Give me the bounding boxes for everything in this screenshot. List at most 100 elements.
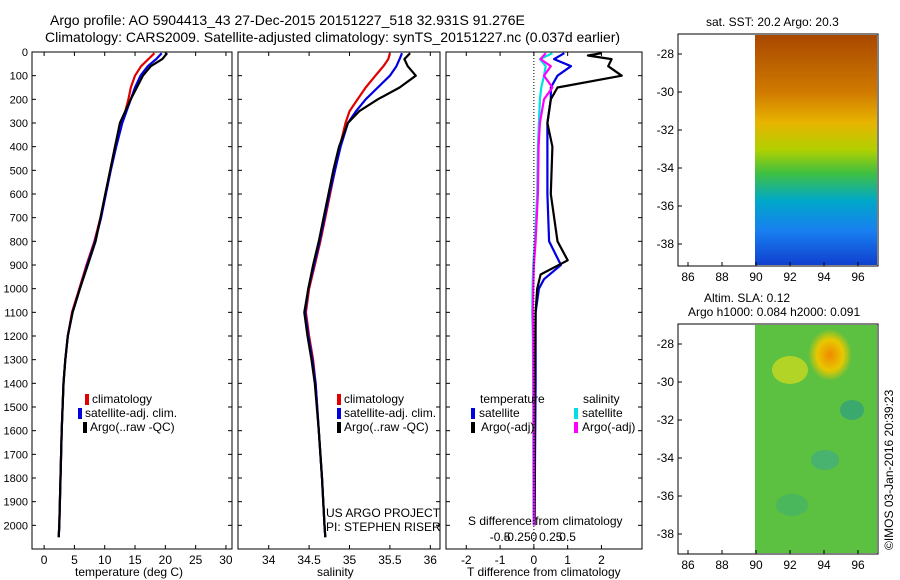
figure-title-line2: Climatology: CARS2009. Satellite-adjuste… — [45, 29, 621, 45]
lat-tick-label: -38 — [657, 237, 675, 251]
legend-swatch-temperature-satellite — [471, 408, 475, 419]
depth-tick-label: 800 — [10, 236, 28, 248]
lon-tick-label: 86 — [681, 558, 695, 572]
lon-tick-label: 86 — [681, 270, 695, 284]
x-tick-label: 36 — [424, 553, 438, 567]
x-tick-label: 10 — [98, 553, 112, 567]
legend-label-climatology: climatology — [92, 392, 152, 406]
legend-title-salinity: salinity — [583, 392, 620, 406]
depth-tick-label: 1100 — [4, 307, 28, 319]
salinity-plot: 34 34.5 35 35.5 36 — [262, 52, 437, 567]
x-tick-label: 0 — [41, 553, 48, 567]
depth-tick-label: 700 — [10, 213, 28, 225]
depth-tick-label: 2000 — [4, 520, 28, 532]
temperature-legend: climatology satellite-adj. clim. Argo(..… — [78, 392, 177, 434]
legend-title-temperature: temperature — [480, 392, 545, 406]
legend-swatch-climatology — [337, 394, 341, 405]
sst-map-field — [755, 35, 877, 265]
x-tick-label: 35 — [343, 553, 357, 567]
lon-tick-label: 92 — [783, 558, 797, 572]
lat-tick-label: -36 — [657, 489, 675, 503]
lat-tick-label: -28 — [657, 47, 675, 61]
difference-panel-frame — [445, 51, 643, 550]
temperature-panel-frame — [31, 51, 233, 550]
s-tick-label: -0.5 — [490, 530, 511, 544]
depth-tick-label: 900 — [10, 260, 28, 272]
x-tick-label: 34 — [262, 553, 276, 567]
sst-map-title: sat. SST: 20.2 Argo: 20.3 — [706, 15, 839, 29]
legend-label-temperature-satellite: satellite — [479, 406, 520, 420]
series-line-climatology — [57, 52, 156, 538]
s-tick-label: 0 — [531, 530, 538, 544]
depth-tick-label: 200 — [10, 94, 28, 106]
depth-tick-label: 1300 — [4, 355, 28, 367]
lon-tick-label: 96 — [851, 558, 865, 572]
sla-map-axes: 86 88 90 92 94 96 -28 -30 -32 -34 -36 -38 — [657, 337, 865, 572]
sla-low-anomaly — [840, 400, 864, 420]
temperature-xlabel: temperature (deg C) — [75, 565, 183, 579]
legend-swatch-satellite — [78, 408, 82, 419]
depth-tick-label: 1200 — [4, 331, 28, 343]
legend-swatch-salinity-argo — [574, 422, 578, 433]
legend-label-satellite: satellite-adj. clim. — [344, 406, 436, 420]
depth-tick-label: 400 — [10, 142, 28, 154]
depth-tick-label: 0 — [22, 47, 28, 59]
legend-label-argo: Argo(..raw -QC) — [344, 420, 429, 434]
legend-swatch-satellite — [337, 408, 341, 419]
lat-tick-label: -38 — [657, 527, 675, 541]
series-line-salinity-argo-adj- — [531, 52, 554, 526]
lon-tick-label: 88 — [715, 558, 729, 572]
lat-tick-label: -36 — [657, 199, 675, 213]
difference-legend: temperature salinity satellite Argo(-adj… — [468, 392, 635, 528]
depth-tick-label: 1900 — [4, 497, 28, 509]
sla-mid-anomaly — [772, 356, 808, 384]
legend-label-salinity-argo: Argo(-adj) — [582, 420, 635, 434]
lat-tick-label: -28 — [657, 337, 675, 351]
salinity-panel-frame — [237, 51, 441, 550]
s-tick-label: 0.25 — [539, 530, 563, 544]
lat-tick-label: -32 — [657, 123, 675, 137]
x-tick-label: -1 — [495, 553, 506, 567]
salinity-xlabel: salinity — [317, 565, 354, 579]
lat-tick-label: -34 — [657, 451, 675, 465]
lat-tick-label: -30 — [657, 375, 675, 389]
lon-tick-label: 94 — [817, 558, 831, 572]
series-line-argo-raw-qc- — [57, 52, 169, 538]
temperature-plot: 0 5 10 15 20 25 30 — [41, 52, 233, 567]
legend-swatch-climatology — [85, 394, 89, 405]
series-line-satellite-adj-clim- — [57, 52, 163, 538]
legend-label-climatology: climatology — [344, 392, 404, 406]
x-tick-label: 2 — [598, 553, 605, 567]
x-tick-label: -2 — [461, 553, 472, 567]
s-difference-label: S difference from climatology — [468, 514, 623, 528]
sst-map-axes: 86 88 90 92 94 96 -28 -30 -32 -34 -36 -38 — [657, 47, 865, 284]
s-tick-label: -0.25 — [503, 530, 531, 544]
sla-map-title-line2: Argo h1000: 0.084 h2000: 0.091 — [688, 305, 860, 319]
x-tick-label: 15 — [128, 553, 142, 567]
imos-credit: ©IMOS 03-Jan-2016 20:39:23 — [882, 389, 896, 550]
x-tick-label: 0 — [531, 553, 538, 567]
difference-plot: -2 -1 0 1 2 -0.5-0.25 0 0.250.5 — [461, 52, 623, 567]
depth-tick-label: 300 — [10, 118, 28, 130]
figure-title-line1: Argo profile: AO 5904413_43 27-Dec-2015 … — [50, 12, 525, 28]
x-tick-label: 1 — [564, 553, 571, 567]
series-line-temperature-argo-adj- — [533, 52, 623, 526]
x-tick-label: 20 — [159, 553, 173, 567]
salinity-legend: climatology satellite-adj. clim. Argo(..… — [326, 392, 441, 534]
legend-label-temperature-argo: Argo(-adj) — [481, 420, 534, 434]
depth-tick-label: 1800 — [4, 473, 28, 485]
legend-swatch-temperature-argo — [471, 422, 475, 433]
depth-tick-label: 1600 — [4, 426, 28, 438]
project-annotation: US ARGO PROJECT — [326, 506, 441, 520]
lon-tick-label: 88 — [715, 270, 729, 284]
lon-tick-label: 96 — [851, 270, 865, 284]
lon-tick-label: 92 — [783, 270, 797, 284]
x-tick-label: 25 — [189, 553, 203, 567]
depth-tick-label: 600 — [10, 189, 28, 201]
legend-swatch-argo — [337, 422, 341, 433]
x-tick-label: 34.5 — [297, 553, 321, 567]
depth-tick-label: 1000 — [4, 284, 28, 296]
s-tick-label: 0.5 — [559, 530, 576, 544]
lat-tick-label: -34 — [657, 161, 675, 175]
